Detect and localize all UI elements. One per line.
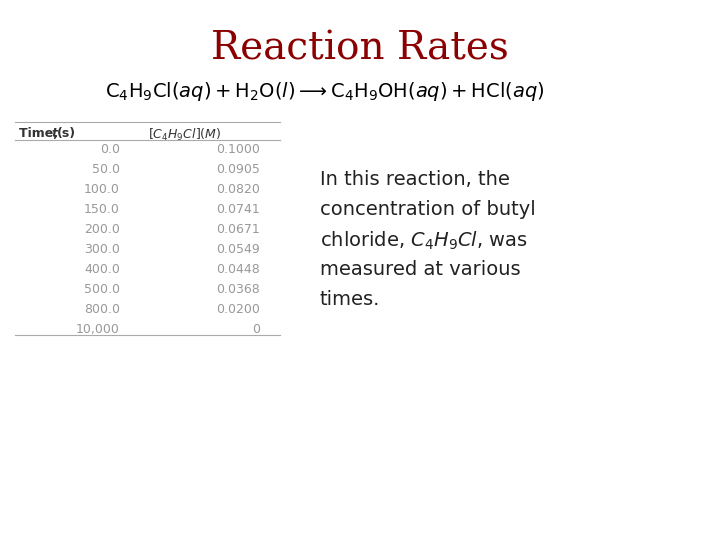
Text: 0.1000: 0.1000 (216, 143, 260, 156)
Text: (s): (s) (57, 127, 76, 140)
Text: 800.0: 800.0 (84, 303, 120, 316)
Text: 50.0: 50.0 (92, 163, 120, 176)
Text: 0.0549: 0.0549 (216, 243, 260, 256)
Text: measured at various: measured at various (320, 260, 521, 279)
Text: 0.0820: 0.0820 (216, 183, 260, 196)
Text: t: t (51, 127, 57, 140)
Text: $\mathrm{C_4H_9Cl}(\mathit{aq}) + \mathrm{H_2O}(\mathit{l})\longrightarrow \math: $\mathrm{C_4H_9Cl}(\mathit{aq}) + \mathr… (105, 80, 544, 103)
Text: concentration of butyl: concentration of butyl (320, 200, 536, 219)
Text: 0.0200: 0.0200 (216, 303, 260, 316)
Text: 0.0448: 0.0448 (216, 263, 260, 276)
Text: 150.0: 150.0 (84, 203, 120, 216)
Text: Time,: Time, (19, 127, 63, 140)
Text: 0: 0 (252, 323, 260, 336)
Text: In this reaction, the: In this reaction, the (320, 170, 510, 189)
Text: Reaction Rates: Reaction Rates (211, 30, 509, 67)
Text: 400.0: 400.0 (84, 263, 120, 276)
Text: 0.0905: 0.0905 (216, 163, 260, 176)
Text: 500.0: 500.0 (84, 283, 120, 296)
Text: times.: times. (320, 290, 380, 309)
Text: chloride, $C_4H_9Cl$, was: chloride, $C_4H_9Cl$, was (320, 230, 528, 252)
Text: 0.0368: 0.0368 (216, 283, 260, 296)
Text: 0.0741: 0.0741 (216, 203, 260, 216)
Text: 0.0: 0.0 (100, 143, 120, 156)
Text: 200.0: 200.0 (84, 223, 120, 236)
Text: 300.0: 300.0 (84, 243, 120, 256)
Text: $[C_4H_9Cl](M)$: $[C_4H_9Cl](M)$ (148, 127, 221, 143)
Text: 10,000: 10,000 (76, 323, 120, 336)
Text: 100.0: 100.0 (84, 183, 120, 196)
Text: 0.0671: 0.0671 (216, 223, 260, 236)
